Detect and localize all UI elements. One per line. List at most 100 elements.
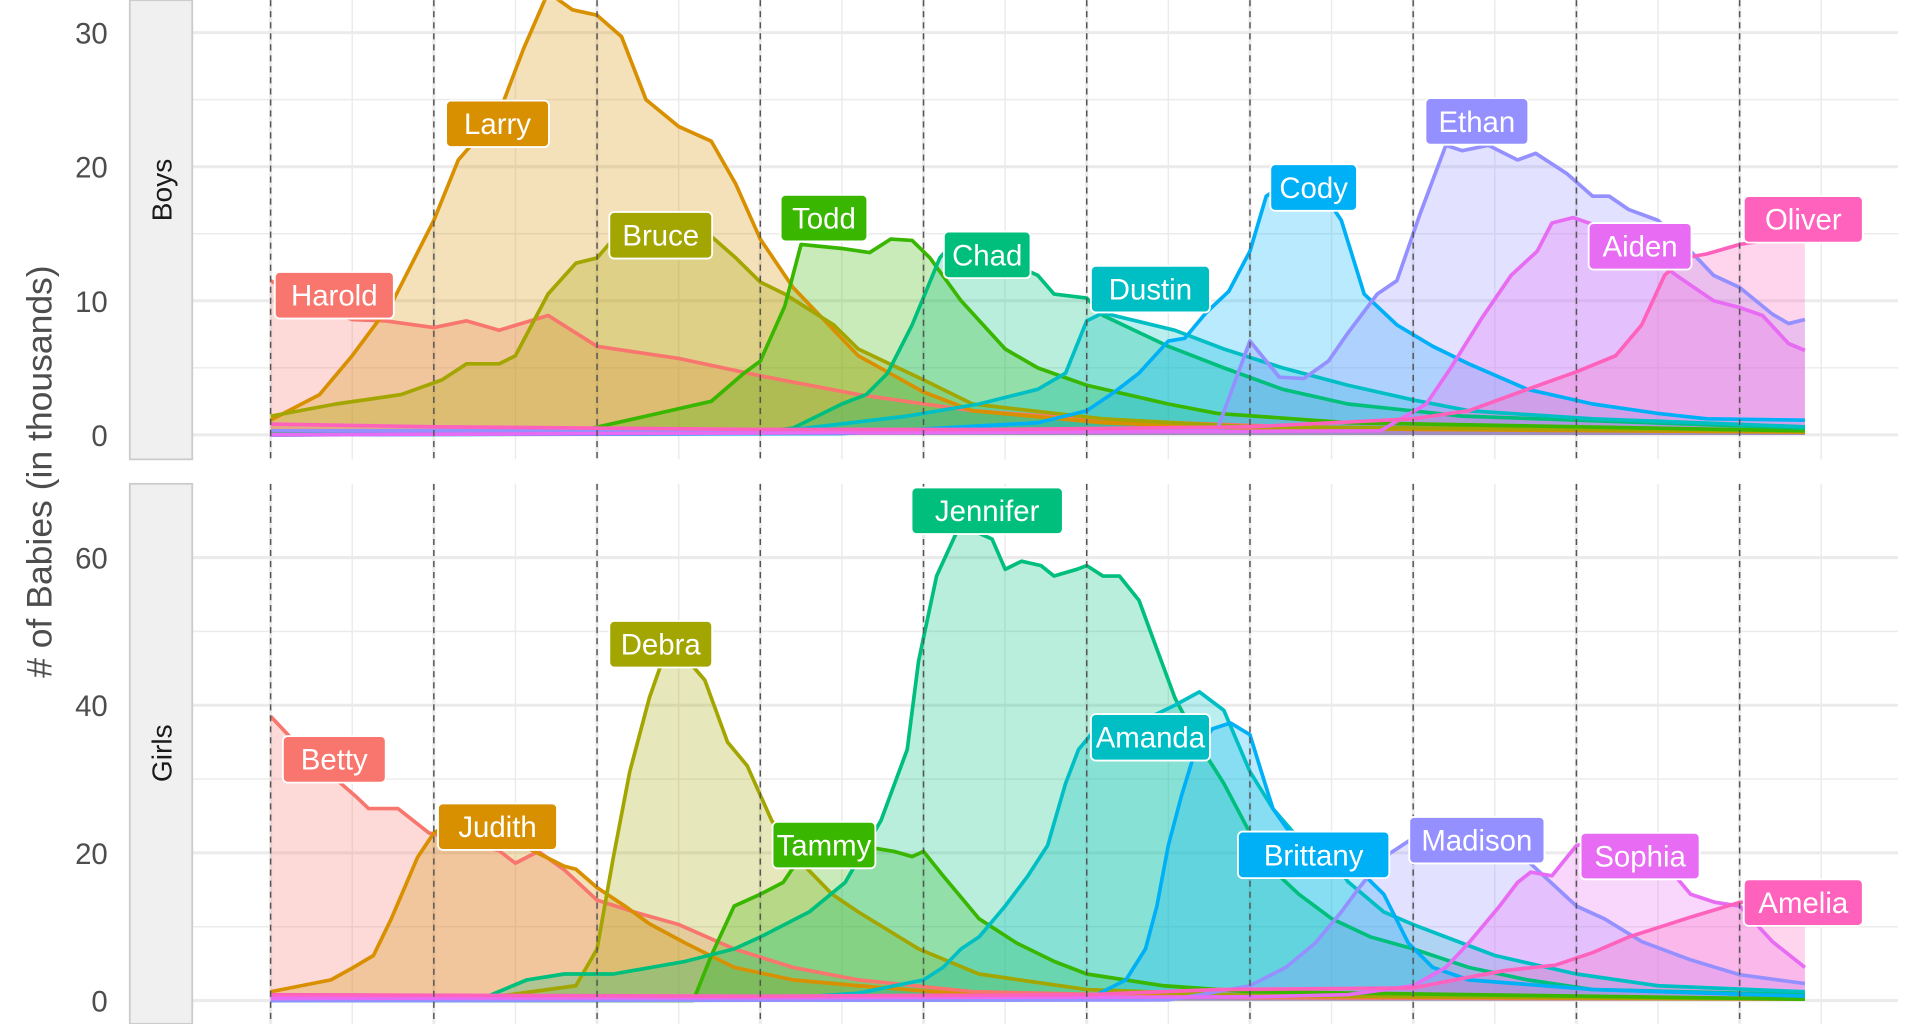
series-label-box (1742, 878, 1864, 927)
area-bruce (270, 236, 1805, 435)
area-madison (270, 838, 1805, 1001)
series-label-text: Amelia (1758, 887, 1848, 920)
y-tick-label: 0 (91, 986, 107, 1019)
area-todd (270, 239, 1805, 435)
label-dustin: Dustin (1089, 264, 1211, 314)
series-label-box (1408, 815, 1546, 865)
area-judith (270, 823, 1805, 1001)
line-judith (270, 821, 1805, 1001)
series-label-box (942, 230, 1032, 280)
label-jennifer: Jennifer (910, 486, 1064, 535)
series-label-box (1587, 222, 1693, 271)
label-aiden: Aiden (1587, 222, 1693, 271)
line-ethan (270, 143, 1806, 433)
y-tick-label: 30 (75, 18, 108, 51)
area-larry (270, 0, 1805, 435)
y-axis-title: # of Babies (in thousands) (19, 265, 59, 677)
label-madison: Madison (1408, 815, 1546, 865)
series-label-text: Harold (291, 280, 378, 313)
y-tick-label: 0 (91, 420, 107, 453)
label-todd: Todd (779, 193, 869, 243)
series-label-text: Amanda (1096, 722, 1206, 755)
line-debra (270, 648, 1805, 1002)
label-ethan: Ethan (1424, 97, 1530, 146)
series-label-text: Madison (1421, 825, 1532, 858)
series-label-text: Todd (792, 203, 856, 236)
label-larry: Larry (445, 99, 550, 149)
label-cody: Cody (1269, 163, 1358, 212)
line-dustin (270, 311, 1805, 437)
series-label-box (273, 271, 395, 320)
series-label-box (779, 193, 869, 243)
series-label-box (608, 211, 714, 260)
y-tick-label: 40 (75, 690, 108, 723)
series-label-text: Cody (1279, 172, 1348, 205)
label-tammy: Tammy (771, 820, 877, 870)
label-amelia: Amelia (1742, 878, 1864, 927)
series-label-text: Dustin (1109, 274, 1192, 307)
series-label-box (910, 486, 1064, 535)
area-betty (270, 716, 1805, 1001)
label-sophia: Sophia (1579, 831, 1701, 881)
line-tammy (270, 836, 1805, 1003)
area-amanda (270, 691, 1805, 1001)
area-harold (270, 280, 1805, 435)
plot-area (269, 0, 1806, 437)
area-chad (270, 239, 1805, 435)
label-brittany: Brittany (1237, 830, 1391, 880)
facet-strip (128, 482, 194, 1024)
series-label-box (771, 820, 877, 870)
area-cody (270, 180, 1805, 435)
series-label-text: Jennifer (935, 495, 1040, 528)
area-ethan (270, 145, 1805, 435)
series-label-box (281, 735, 387, 784)
label-bruce: Bruce (608, 211, 714, 260)
series-label-box (1424, 97, 1530, 146)
y-tick-label: 60 (75, 543, 108, 576)
series-label-box (1089, 713, 1211, 762)
area-debra (270, 649, 1805, 1001)
facet-strip-label: Girls (146, 724, 177, 782)
series-label-box (1237, 830, 1391, 880)
series-label-text: Brittany (1264, 839, 1364, 872)
series-label-text: Chad (952, 239, 1022, 272)
y-tick-label: 20 (75, 838, 108, 871)
line-amanda (270, 690, 1805, 1003)
plot-area (269, 531, 1807, 1003)
area-dustin (270, 312, 1805, 435)
series-label-box (1742, 195, 1864, 244)
facet-strip (128, 0, 194, 461)
series-label-box (445, 99, 550, 149)
series-label-text: Debra (621, 629, 702, 662)
area-jennifer (270, 533, 1805, 1001)
facet-boys: 0 10 20 30 Boys Harold Larry Bruce Todd Chad Dusti… (75, 0, 1898, 461)
series-label-text: Sophia (1594, 840, 1686, 873)
panel-background (192, 483, 1898, 1024)
line-todd (270, 237, 1805, 436)
series-label-text: Betty (301, 744, 368, 777)
series-label-text: Tammy (777, 829, 872, 862)
facet-girls: 0 20 40 60 Girls Betty Judith Debra Tammy Jennife… (75, 482, 1898, 1024)
series-label-box (1269, 163, 1358, 212)
line-larry (269, 0, 1805, 434)
facet-strip-label: Boys (146, 159, 177, 222)
series-label-text: Bruce (622, 220, 699, 253)
label-oliver: Oliver (1742, 195, 1864, 244)
series-label-box (1089, 264, 1211, 314)
label-judith: Judith (437, 802, 558, 851)
line-jennifer (270, 531, 1805, 1001)
series-label-box (1579, 831, 1701, 881)
series-label-box (437, 802, 558, 851)
series-label-text: Oliver (1765, 204, 1842, 237)
area-tammy (270, 838, 1805, 1001)
series-label-text: Larry (464, 108, 531, 141)
label-betty: Betty (281, 735, 387, 784)
series-label-text: Aiden (1603, 231, 1678, 264)
line-oliver (270, 234, 1806, 432)
y-tick-label: 10 (75, 286, 108, 319)
series-label-text: Judith (458, 811, 536, 844)
line-aiden (270, 215, 1806, 437)
label-amanda: Amanda (1089, 713, 1211, 762)
line-chad (270, 237, 1805, 437)
